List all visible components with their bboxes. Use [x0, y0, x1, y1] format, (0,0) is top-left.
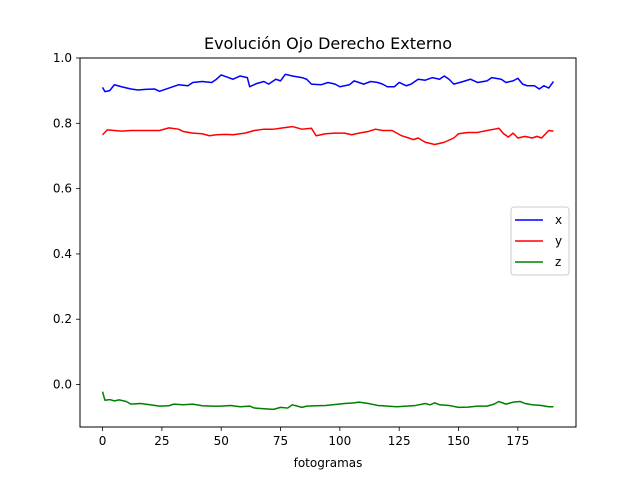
- y-tick-label: 1.0: [53, 51, 72, 65]
- axis-ticks: 0 25 50 75 100 125 150 175 0.0 0.2 0.4 0.6 0.8 1.0: [53, 51, 529, 448]
- x-tick-label: 0: [99, 434, 107, 448]
- legend-label-y: y: [555, 234, 562, 248]
- x-tick-label: 50: [214, 434, 229, 448]
- y-tick-label: 0.8: [53, 116, 72, 130]
- x-tick-label: 75: [273, 434, 288, 448]
- x-axis-label: fotogramas: [294, 456, 363, 470]
- series-line-z: [101, 391, 554, 411]
- legend-label-z: z: [555, 255, 561, 269]
- x-tick-label: 175: [506, 434, 529, 448]
- plot-frame: [79, 57, 577, 428]
- y-tick-label: 0.2: [53, 312, 72, 326]
- x-tick-label: 125: [388, 434, 411, 448]
- chart-title: Evolución Ojo Derecho Externo: [204, 34, 452, 53]
- x-tick-label: 100: [328, 434, 351, 448]
- y-tick-label: 0.4: [53, 247, 72, 261]
- legend: xyz: [510, 206, 570, 276]
- legend-label-x: x: [555, 213, 562, 227]
- y-tick-label: 0.6: [53, 182, 72, 196]
- series-line-x: [101, 73, 555, 93]
- series-line-y: [102, 125, 554, 146]
- x-tick-label: 150: [447, 434, 470, 448]
- x-tick-label: 25: [154, 434, 169, 448]
- y-tick-label: 0.0: [53, 378, 72, 392]
- series-lines: [101, 73, 555, 411]
